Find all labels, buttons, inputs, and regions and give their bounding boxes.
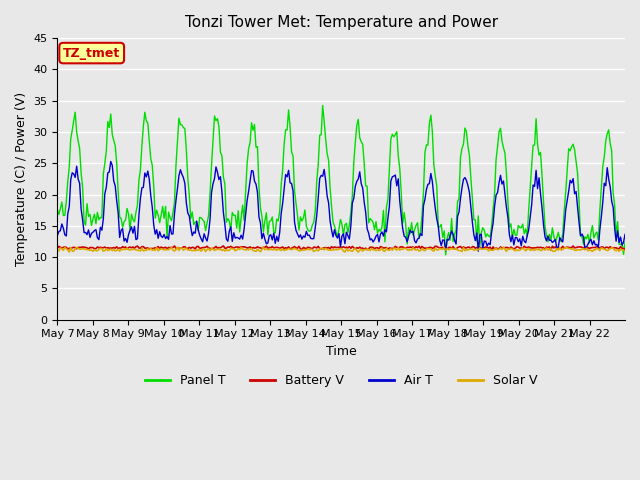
Battery V (547, 247, 555, 253)
Air T (73, 163, 81, 169)
Title: Tonzi Tower Met: Temperature and Power: Tonzi Tower Met: Temperature and Power (184, 15, 498, 30)
Air T (620, 240, 627, 245)
Solar V (346, 247, 353, 253)
Panel T (545, 232, 553, 238)
Y-axis label: Temperature (C) / Power (V): Temperature (C) / Power (V) (15, 92, 28, 266)
Panel T (620, 252, 627, 257)
Solar V (355, 249, 362, 255)
Battery V (620, 246, 627, 252)
Solar V (500, 244, 508, 250)
Air T (107, 158, 115, 164)
Battery V (73, 246, 81, 252)
Battery V (460, 244, 467, 250)
Panel T (73, 129, 81, 135)
Battery V (54, 245, 61, 251)
Line: Solar V: Solar V (58, 247, 625, 252)
Line: Air T: Air T (58, 161, 625, 251)
Line: Battery V: Battery V (58, 246, 625, 250)
Air T (545, 238, 553, 243)
Solar V (54, 247, 61, 253)
Air T (91, 228, 99, 233)
Panel T (442, 252, 449, 258)
Solar V (545, 247, 553, 252)
Battery V (91, 246, 99, 252)
Line: Panel T: Panel T (58, 106, 625, 255)
Solar V (91, 247, 99, 252)
Battery V (220, 243, 227, 249)
Panel T (319, 103, 326, 108)
Battery V (347, 245, 355, 251)
Panel T (621, 240, 629, 245)
Solar V (621, 248, 629, 254)
Air T (460, 177, 467, 182)
Panel T (347, 209, 355, 215)
Text: TZ_tmet: TZ_tmet (63, 47, 120, 60)
Air T (54, 233, 61, 239)
Air T (474, 248, 482, 254)
Legend: Panel T, Battery V, Air T, Solar V: Panel T, Battery V, Air T, Solar V (140, 370, 543, 392)
Solar V (620, 247, 627, 253)
Battery V (544, 245, 552, 251)
Battery V (621, 247, 629, 252)
Solar V (460, 245, 467, 251)
X-axis label: Time: Time (326, 345, 356, 358)
Panel T (54, 207, 61, 213)
Air T (621, 231, 629, 237)
Air T (347, 223, 355, 229)
Panel T (91, 211, 99, 217)
Solar V (73, 244, 81, 250)
Panel T (461, 125, 468, 131)
